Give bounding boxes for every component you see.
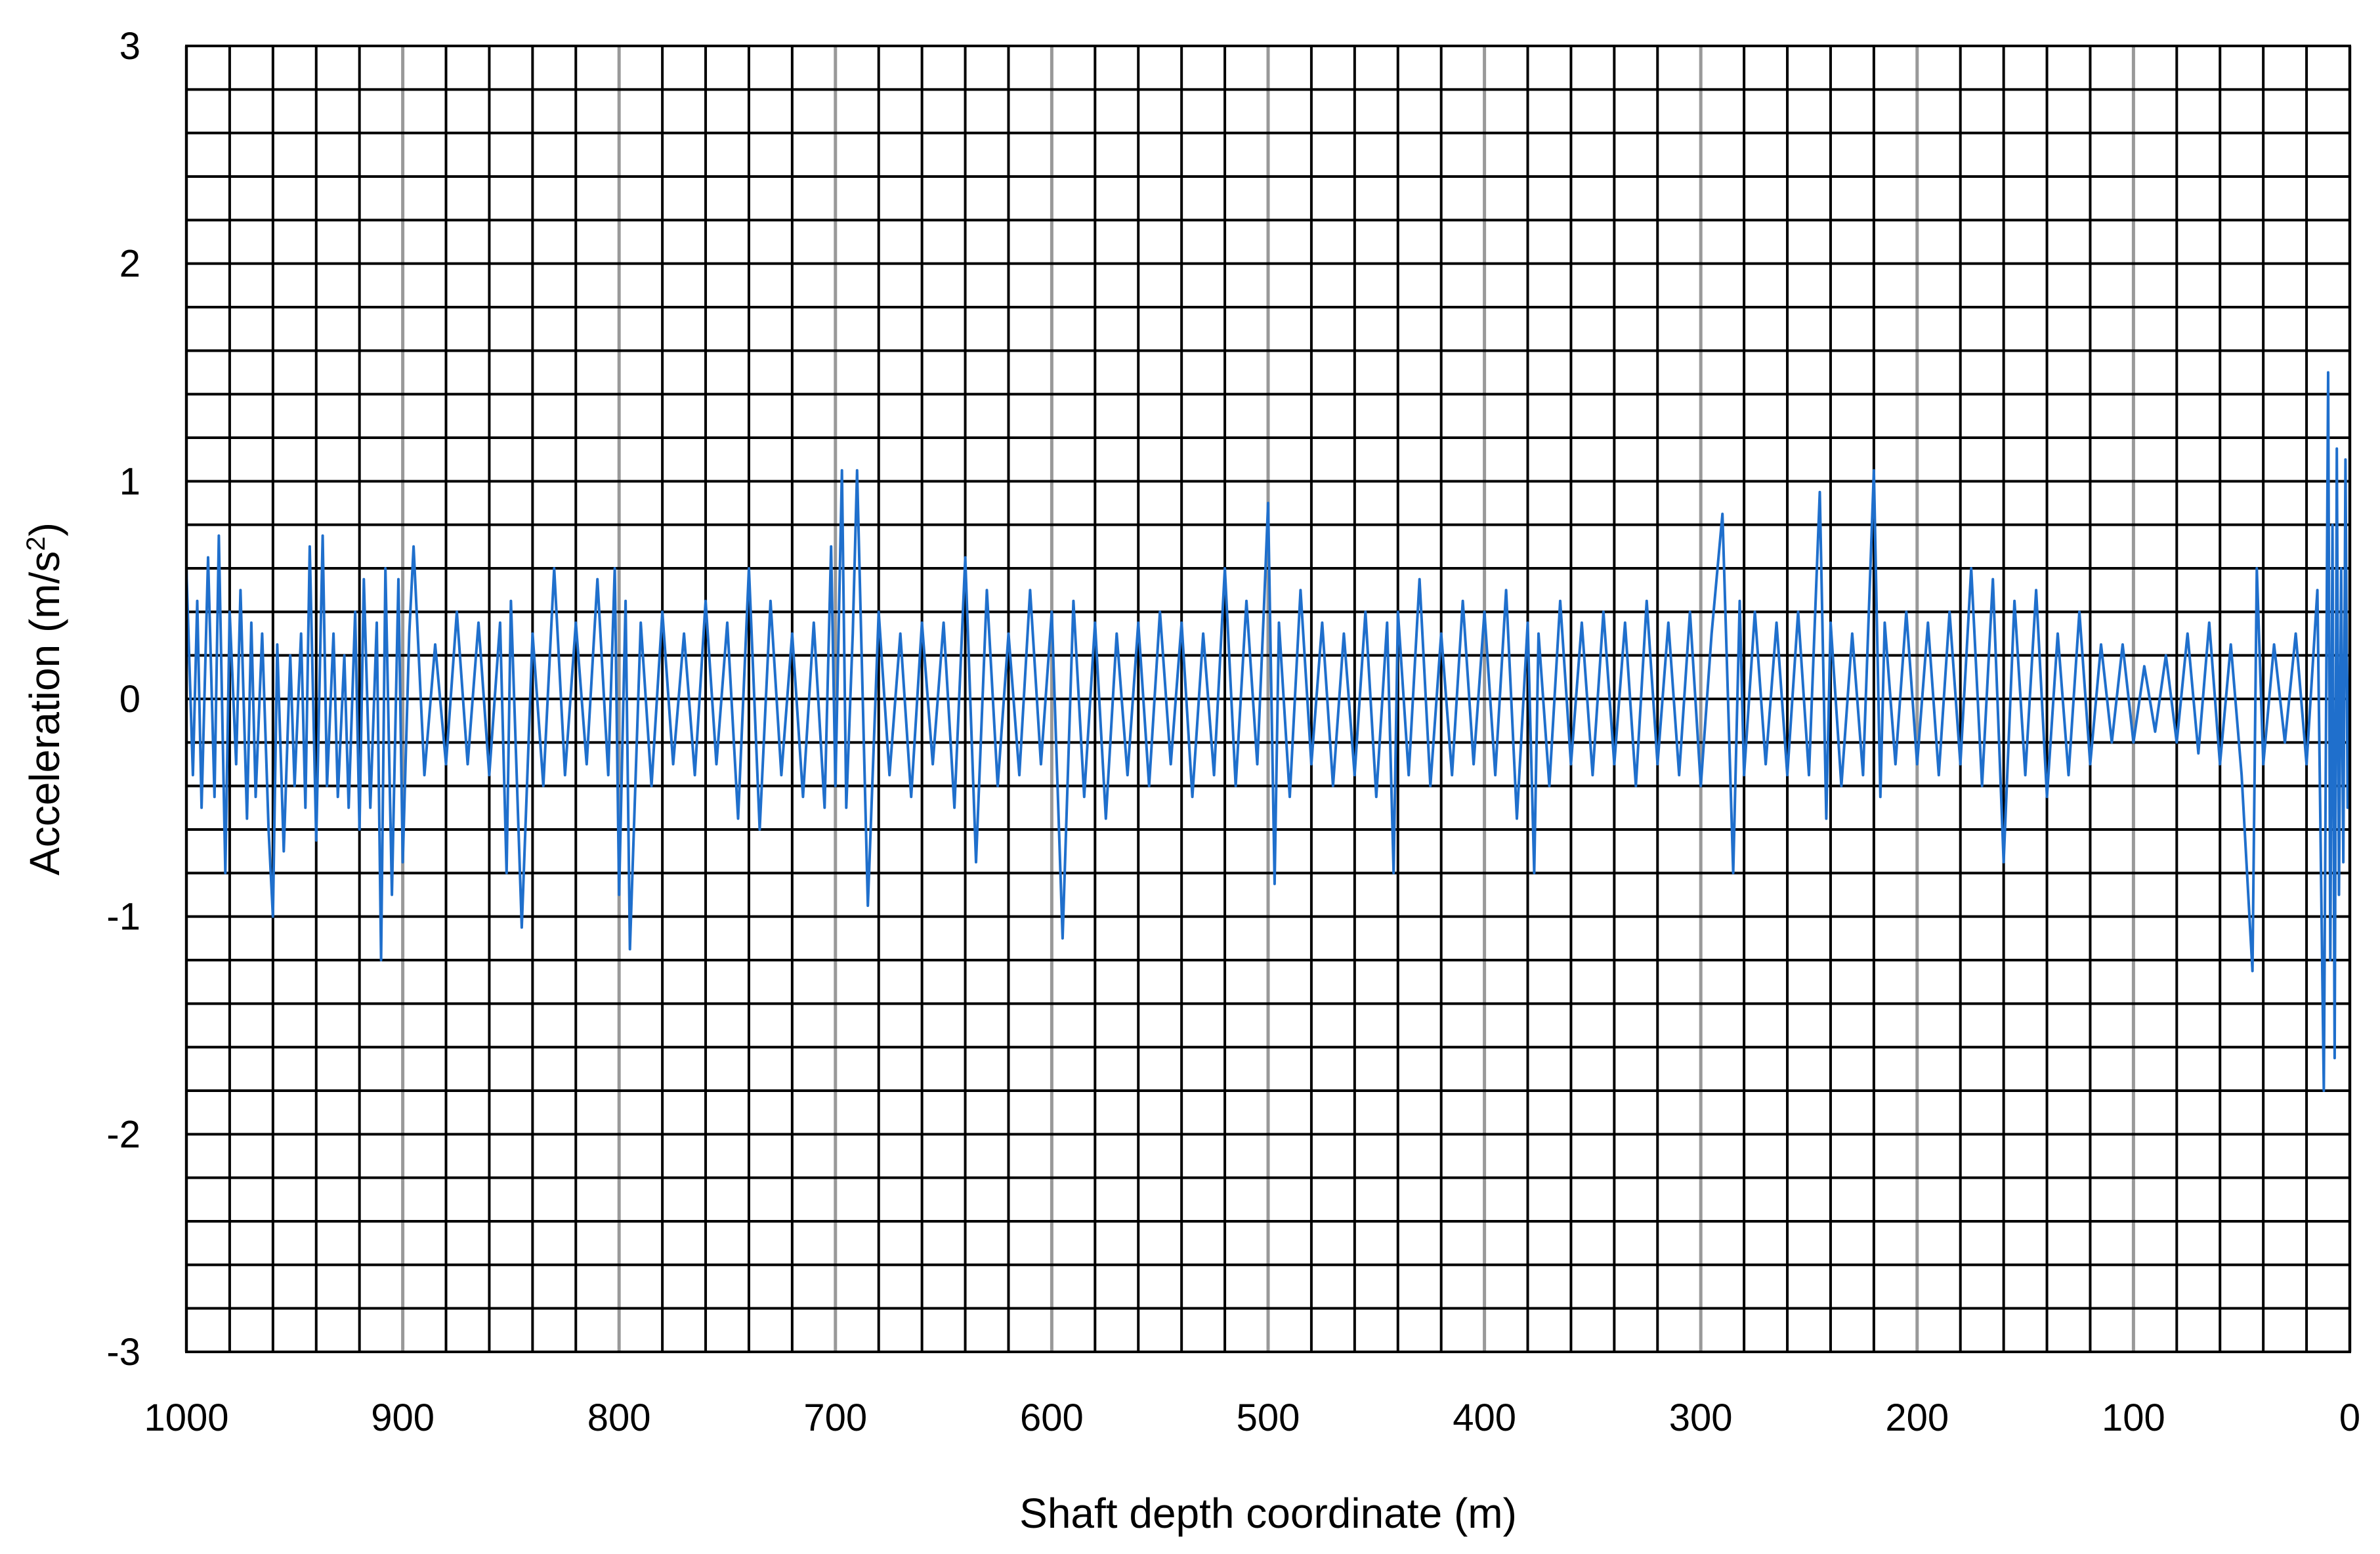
chart-grid xyxy=(184,45,2352,1353)
x-tick-label: 900 xyxy=(371,1396,435,1439)
y-tick-label: -3 xyxy=(106,1331,140,1374)
chart-series-group xyxy=(185,371,2351,1092)
y-axis-title-main: Acceleration (m/s xyxy=(21,551,68,875)
plot-frame xyxy=(185,45,2351,1353)
x-tick-label: 100 xyxy=(2102,1396,2165,1439)
y-tick-label: 0 xyxy=(119,678,140,721)
x-tick-label: 600 xyxy=(1020,1396,1084,1439)
acceleration-series-line xyxy=(185,371,2351,1092)
x-tick-label: 500 xyxy=(1237,1396,1300,1439)
y-axis-title-superscript: 2 xyxy=(22,536,51,551)
x-axis-title: Shaft depth coordinate (m) xyxy=(1019,1490,1517,1537)
y-tick-label: 1 xyxy=(119,460,140,503)
y-tick-label: -2 xyxy=(106,1113,140,1156)
y-tick-label: -1 xyxy=(106,896,140,938)
y-tick-labels: 3 2 1 0 -1 -2 -3 xyxy=(106,25,140,1374)
x-tick-label: 800 xyxy=(587,1396,651,1439)
x-tick-label: 400 xyxy=(1453,1396,1516,1439)
y-tick-label: 3 xyxy=(119,25,140,68)
x-tick-label: 0 xyxy=(2339,1396,2360,1439)
x-tick-labels: 1000 900 800 700 600 500 400 300 200 100 0 xyxy=(144,1396,2360,1439)
x-tick-label: 700 xyxy=(803,1396,867,1439)
x-tick-label: 300 xyxy=(1669,1396,1733,1439)
x-tick-label: 200 xyxy=(1885,1396,1949,1439)
x-tick-label: 1000 xyxy=(144,1396,228,1439)
y-axis-title-end: ) xyxy=(21,522,68,536)
y-tick-label: 2 xyxy=(119,243,140,285)
y-axis-title: Acceleration (m/s2) xyxy=(21,522,68,875)
